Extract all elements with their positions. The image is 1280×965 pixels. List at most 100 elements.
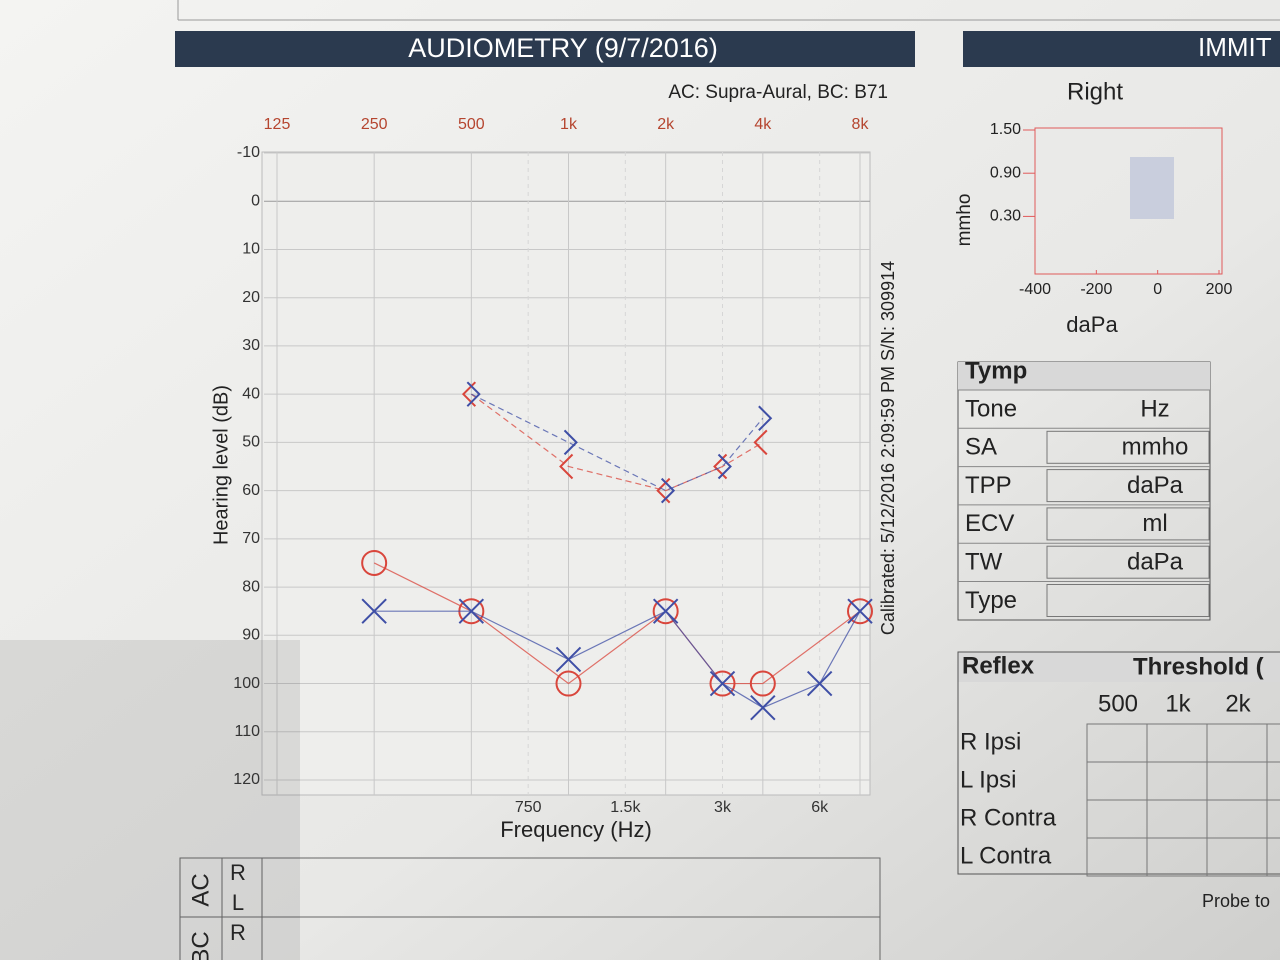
reflex-row: L Ipsi <box>960 766 1016 793</box>
marker-circle <box>652 598 679 625</box>
y-tick-label: 110 <box>234 723 260 740</box>
marker-x <box>709 670 736 697</box>
x-tick-label: 4k <box>754 116 772 133</box>
tymp-y-label: mmho <box>954 194 975 247</box>
immittance-bar <box>963 31 1280 67</box>
subtitle: AC: Supra-Aural, BC: B71 <box>668 82 888 103</box>
x-tick-label: 6k <box>811 799 829 816</box>
marker-x <box>652 598 679 624</box>
y-tick-label: 40 <box>242 385 260 402</box>
value-cell <box>1046 584 1210 617</box>
x-tick-label: 250 <box>361 116 388 133</box>
marker-bracket <box>660 477 676 504</box>
y-tick-label: -10 <box>237 144 260 161</box>
tymp-unit: daPa <box>1127 472 1184 499</box>
tymp-title: Tymp <box>965 357 1027 384</box>
tymp-param: Type <box>965 587 1017 614</box>
plot-area <box>261 151 871 796</box>
row-label: L <box>232 890 244 915</box>
reflex-cell <box>1266 723 1280 763</box>
normal-region <box>1130 157 1174 219</box>
value-cell <box>1046 507 1210 541</box>
tymp-param: Tone <box>965 395 1017 422</box>
bc-label: BC <box>187 931 214 960</box>
row-label: R <box>230 920 246 945</box>
reflex-col: 2k <box>1225 690 1251 717</box>
reflex-title: Reflex <box>962 652 1035 679</box>
marker-bracket <box>559 453 574 480</box>
tymp-param: ECV <box>965 510 1014 537</box>
y-tick-label: 50 <box>242 434 260 451</box>
title-bar <box>175 31 915 67</box>
marker-bracket <box>753 429 768 456</box>
reflex-head <box>958 652 1280 682</box>
reflex-subtitle: Threshold ( <box>1133 653 1264 680</box>
reflex-row: R Contra <box>960 804 1057 831</box>
x-tick-label: 125 <box>264 116 291 133</box>
y-tick-label: 20 <box>242 289 260 306</box>
marker-bracket <box>563 429 578 456</box>
marker-bracket <box>717 453 732 480</box>
tymp-unit: ml <box>1142 510 1167 537</box>
value-cell <box>1046 469 1210 503</box>
marker-bracket <box>466 381 481 407</box>
tymp-unit: Hz <box>1140 395 1169 422</box>
reflex-col: 1k <box>1165 690 1191 717</box>
y-tick-label: 80 <box>242 578 260 595</box>
summary-table <box>179 857 881 965</box>
reflex-cell <box>1266 761 1280 801</box>
y-tick-label: 90 <box>242 627 260 644</box>
reflex-row: L Contra <box>960 842 1052 869</box>
marker-x <box>458 598 485 624</box>
ear-label: Right <box>1067 78 1123 105</box>
chart-title: AUDIOMETRY (9/7/2016) <box>408 33 718 63</box>
marker-x <box>750 694 776 721</box>
tymp-y-tick: 0.30 <box>990 208 1021 225</box>
value-cell <box>1046 545 1210 579</box>
x-tick-label: 1k <box>560 116 578 133</box>
row-label: R <box>230 860 246 885</box>
y-tick-label: 120 <box>233 771 260 788</box>
marker-circle <box>361 549 388 576</box>
tymp-param: TW <box>965 549 1003 576</box>
y-tick-label: 70 <box>242 530 260 547</box>
reflex-row: R Ipsi <box>960 728 1021 755</box>
tymp-head <box>958 362 1210 390</box>
marker-circle <box>749 670 776 697</box>
tymp-frame <box>1034 127 1223 275</box>
tymp-x-tick: -200 <box>1080 281 1112 298</box>
series-line <box>471 393 764 492</box>
reflex-cell <box>1266 837 1280 877</box>
series-line <box>374 610 861 709</box>
x-tick-label: 750 <box>515 799 542 816</box>
y-axis-label: Hearing level (dB) <box>210 385 232 545</box>
marker-circle <box>555 670 582 697</box>
photo-shadow <box>0 640 300 960</box>
x-tick-label: 8k <box>852 116 870 133</box>
tymp-x-tick: 0 <box>1153 281 1162 298</box>
marker-x <box>361 598 387 624</box>
x-tick-label: 1.5k <box>610 799 641 816</box>
y-tick-label: 10 <box>242 241 260 258</box>
tymp-y-tick: 0.90 <box>990 164 1021 181</box>
y-tick-label: 30 <box>242 337 260 354</box>
tymp-param: SA <box>965 434 997 461</box>
tymp-x-tick: 200 <box>1206 281 1233 298</box>
reflex-footer: Probe to <box>1202 891 1270 911</box>
y-tick-label: 100 <box>233 675 260 692</box>
marker-x <box>847 598 873 624</box>
ac-label: AC <box>187 873 214 906</box>
immittance-header: IMMIT <box>1198 32 1272 62</box>
tymp-y-tick: 1.50 <box>990 121 1021 138</box>
series-line <box>470 393 764 492</box>
marker-x <box>806 670 833 697</box>
marker-bracket <box>758 405 773 431</box>
tymp-unit: mmho <box>1122 434 1189 461</box>
reflex-table <box>957 651 1280 875</box>
y-tick-label: 0 <box>251 192 260 209</box>
tymp-x-label: daPa <box>1066 312 1118 337</box>
marker-x <box>555 646 582 673</box>
reflex-cell <box>1266 799 1280 839</box>
x-tick-label: 2k <box>657 116 675 133</box>
tymp-param: TPP <box>965 472 1012 499</box>
